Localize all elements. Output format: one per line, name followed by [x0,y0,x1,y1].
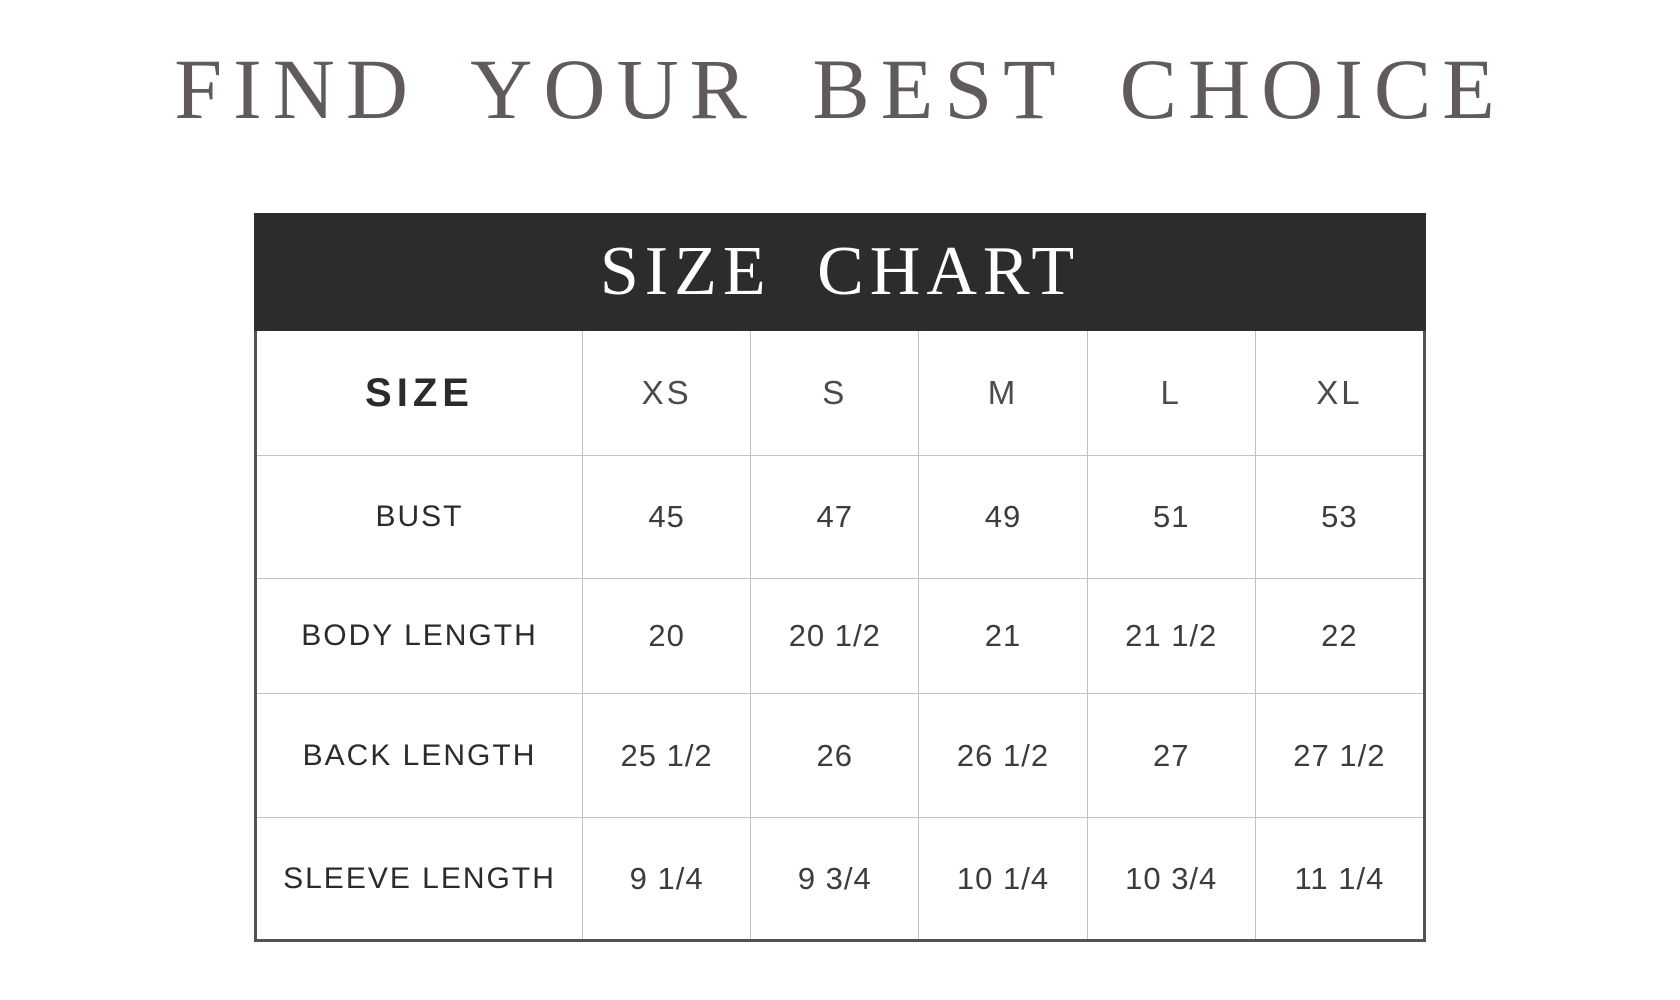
row-label-back-length: BACK LENGTH [257,693,582,817]
cell-bust-xs: 45 [582,455,751,578]
size-chart-table: SIZE XS S M L XL BUST 45 47 49 51 53 BOD… [254,331,1426,942]
cell-body-length-xl: 22 [1254,578,1423,693]
cell-sleeve-length-l: 10 3/4 [1086,817,1255,939]
cell-sleeve-length-s: 9 3/4 [750,817,919,939]
cell-bust-s: 47 [750,455,919,578]
cell-body-length-l: 21 1/2 [1086,578,1255,693]
cell-back-length-s: 26 [750,693,919,817]
col-header-xs: XS [582,331,750,455]
cell-bust-l: 51 [1086,455,1255,578]
cell-bust-m: 49 [918,455,1087,578]
size-corner-header: SIZE [365,370,474,415]
cell-back-length-xs: 25 1/2 [582,693,751,817]
size-chart-banner-title: SIZE CHART [599,233,1081,310]
cell-back-length-m: 26 1/2 [918,693,1087,817]
cell-bust-xl: 53 [1254,455,1423,578]
row-label-sleeve-length: SLEEVE LENGTH [257,817,582,939]
size-chart-banner: SIZE CHART [254,213,1426,331]
col-header-s: S [750,331,918,455]
row-label-body-length: BODY LENGTH [257,578,582,693]
cell-body-length-s: 20 1/2 [750,578,919,693]
cell-back-length-l: 27 [1086,693,1255,817]
cell-sleeve-length-xs: 9 1/4 [582,817,751,939]
cell-body-length-m: 21 [918,578,1087,693]
cell-body-length-xs: 20 [582,578,751,693]
row-label-bust: BUST [257,455,582,578]
page-title: FIND YOUR BEST CHOICE [174,41,1506,137]
col-header-l: L [1086,331,1255,455]
cell-sleeve-length-xl: 11 1/4 [1254,817,1423,939]
cell-back-length-xl: 27 1/2 [1254,693,1423,817]
col-header-xl: XL [1254,331,1423,455]
col-header-m: M [918,331,1086,455]
cell-sleeve-length-m: 10 1/4 [918,817,1087,939]
